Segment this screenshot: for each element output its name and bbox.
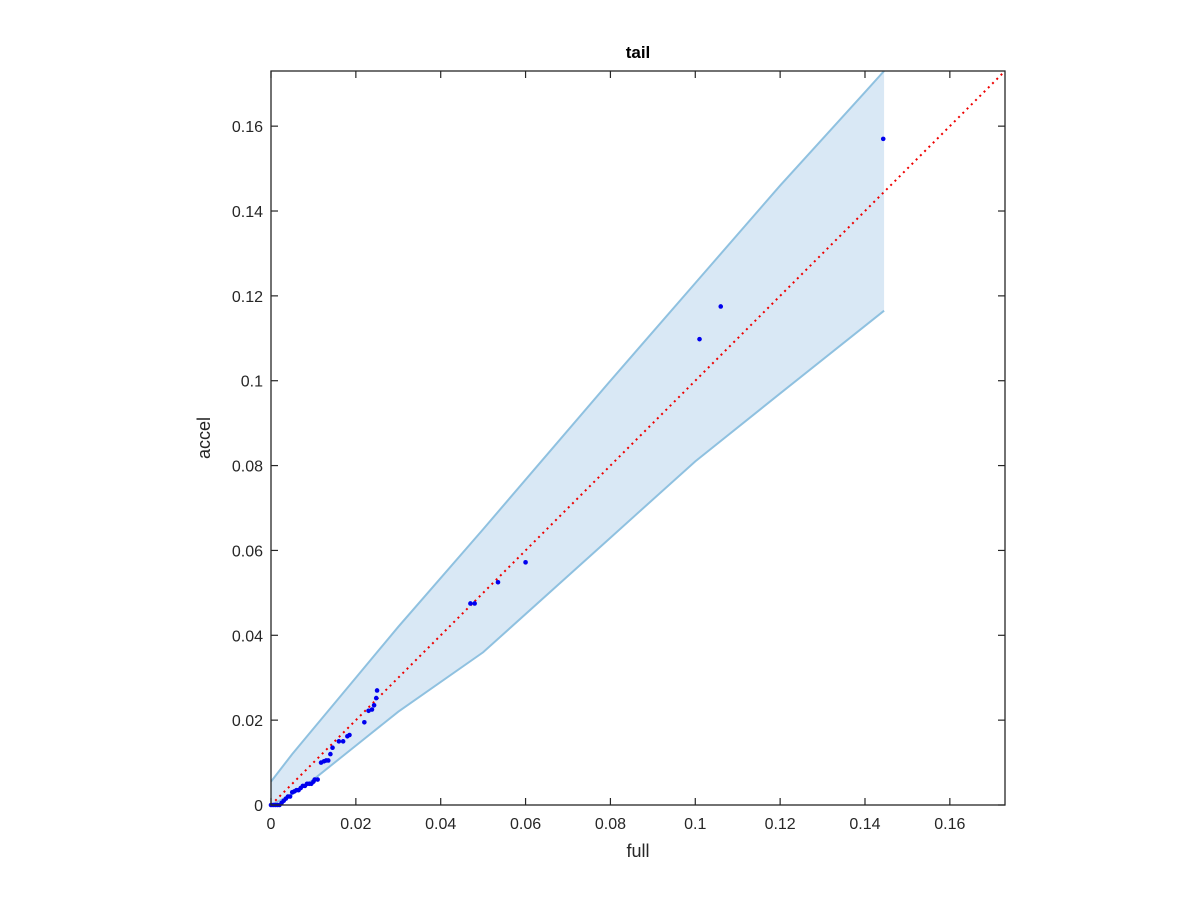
data-point [328,751,333,757]
data-point [371,702,377,708]
data-point [495,579,501,585]
data-point [369,707,375,712]
reference-line [270,70,1006,806]
data-point [373,695,379,701]
y-tick-label: 0.1 [241,374,263,391]
data-point [315,777,320,782]
band-upper-edge [270,70,885,783]
x-axis-label: full [626,841,649,861]
chart-title: tail [626,43,651,62]
y-tick-label: 0.14 [232,204,263,221]
x-tick-label: 0.16 [934,816,965,833]
x-tick-label: 0.04 [425,816,456,833]
x-tick-label: 0.02 [340,816,371,833]
data-point [287,794,293,799]
x-tick-label: 0.1 [684,816,706,833]
axes-box [270,70,1006,806]
data-point [325,758,331,763]
y-tick-label: 0.16 [232,119,263,136]
x-tick-label: 0.08 [595,816,626,833]
data-point [880,136,886,142]
data-point [718,304,724,309]
y-tick-label: 0.08 [232,459,263,476]
data-point [347,732,352,738]
data-point [472,601,477,606]
y-tick-label: 0.04 [232,628,263,645]
data-point [330,745,335,751]
y-tick-label: 0.06 [232,543,263,560]
data-point [697,336,702,342]
x-tick-label: 0 [267,816,276,833]
x-tick-label: 0.14 [849,816,880,833]
y-tick-label: 0.12 [232,289,263,306]
data-point [340,739,346,744]
data-point [374,688,380,693]
ticks: 0 0.02 0.04 0.06 0.08 0.1 0.12 0.14 0.16 0 0.02 0.0… [232,71,1005,833]
plot-area [268,70,1006,808]
data-point [523,560,528,565]
data-point [468,601,473,606]
y-tick-label: 0 [254,798,263,815]
x-tick-label: 0.06 [510,816,541,833]
data-point [336,739,342,744]
y-tick-label: 0.02 [232,713,263,730]
confidence-band [271,71,885,805]
y-axis-label: accel [194,417,214,459]
data-point [362,719,367,725]
x-tick-label: 0.12 [765,816,796,833]
